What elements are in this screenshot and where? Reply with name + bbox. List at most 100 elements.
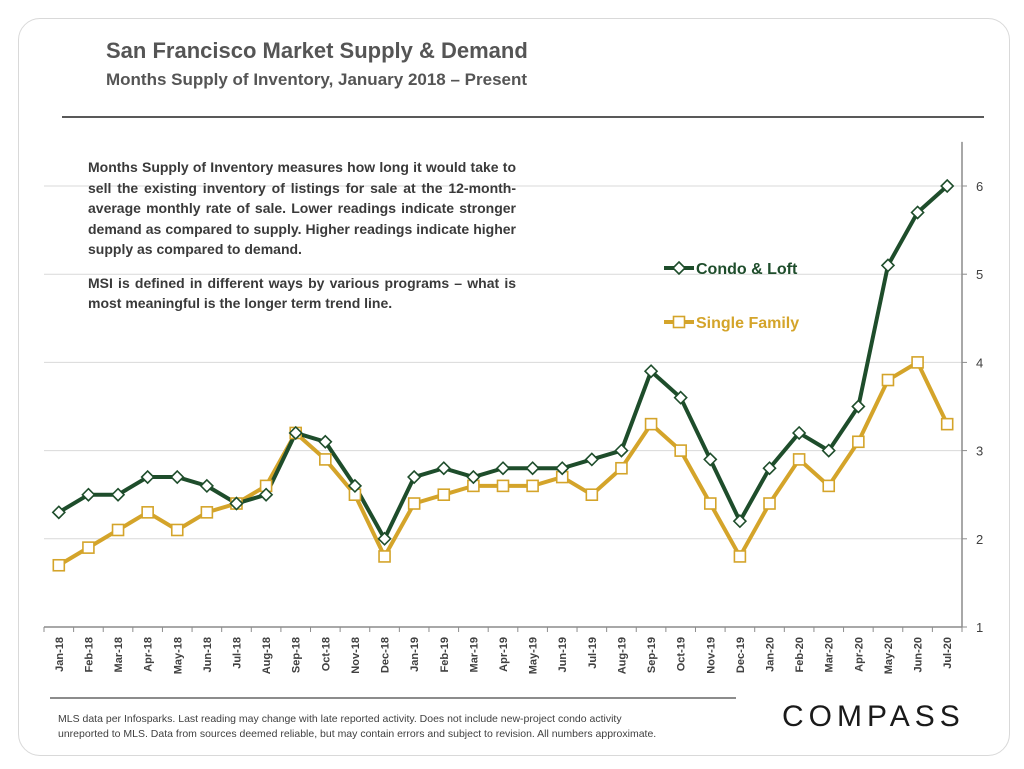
y-tick-label: 2: [976, 532, 983, 547]
x-tick-label: Feb-18: [83, 637, 95, 672]
x-tick-label: Nov-18: [350, 637, 362, 674]
data-point-condo-loft: [614, 443, 629, 458]
x-tick-label: Oct-19: [676, 637, 688, 671]
data-point-single-family: [911, 356, 924, 369]
y-tick-label: 1: [976, 620, 983, 635]
data-point-single-family: [940, 417, 954, 431]
footnote: MLS data per Infosparks. Last reading ma…: [58, 712, 758, 742]
data-point-condo-loft: [51, 505, 66, 520]
data-point-single-family: [82, 541, 95, 554]
x-tick-label: Jun-20: [913, 637, 925, 672]
x-tick-label: Sep-19: [646, 637, 658, 673]
footnote-line-1: MLS data per Infosparks. Last reading ma…: [58, 713, 622, 725]
data-point-condo-loft: [791, 425, 807, 441]
data-point-single-family: [141, 506, 154, 519]
data-point-single-family: [792, 453, 806, 466]
x-tick-label: Jan-19: [409, 637, 421, 672]
y-tick-label: 3: [976, 444, 983, 459]
data-point-condo-loft: [851, 399, 866, 414]
x-tick-label: Dec-19: [735, 637, 747, 673]
data-point-condo-loft: [436, 461, 451, 476]
data-point-condo-loft: [466, 469, 481, 485]
x-tick-label: Sep-18: [291, 637, 303, 673]
x-tick-label: Mar-19: [468, 637, 480, 672]
chart-card: [18, 18, 1010, 756]
footnote-line-2: unreported to MLS. Data from sources dee…: [58, 728, 657, 740]
description-box: Months Supply of Inventory measures how …: [88, 157, 516, 327]
x-tick-label: Jan-18: [54, 637, 66, 672]
data-point-condo-loft: [940, 178, 955, 194]
data-point-single-family: [437, 488, 451, 502]
x-tick-label: Aug-19: [616, 637, 628, 674]
data-point-single-family: [881, 373, 895, 387]
data-point-condo-loft: [732, 514, 748, 529]
data-point-condo-loft: [347, 478, 363, 494]
data-point-condo-loft: [288, 425, 303, 441]
x-tick-label: Jun-18: [202, 637, 214, 672]
data-point-condo-loft: [199, 478, 215, 494]
data-point-single-family: [763, 497, 776, 510]
x-tick-label: Dec-18: [380, 637, 392, 673]
data-point-condo-loft: [495, 461, 511, 476]
data-point-condo-loft: [318, 434, 333, 449]
data-point-single-family: [644, 417, 658, 431]
data-point-condo-loft: [407, 469, 422, 485]
data-point-single-family: [496, 479, 510, 493]
data-point-condo-loft: [170, 469, 185, 485]
data-point-single-family: [674, 444, 687, 457]
data-point-single-family: [822, 479, 836, 493]
title-divider: [62, 116, 984, 118]
data-point-condo-loft: [584, 452, 599, 467]
data-point-single-family: [407, 497, 421, 510]
data-point-condo-loft: [673, 390, 688, 405]
data-point-condo-loft: [377, 531, 392, 546]
x-tick-label: Jul-19: [587, 637, 599, 669]
data-point-single-family: [585, 488, 599, 502]
x-tick-label: Mar-20: [824, 637, 836, 672]
x-tick-label: Oct-18: [320, 637, 332, 671]
data-point-condo-loft: [258, 487, 274, 502]
data-point-condo-loft: [762, 461, 777, 476]
data-point-single-family: [615, 461, 628, 475]
data-point-condo-loft: [703, 452, 718, 467]
data-point-single-family: [526, 479, 539, 493]
y-tick-label: 6: [976, 179, 983, 194]
chart-subtitle: Months Supply of Inventory, January 2018…: [106, 70, 528, 89]
data-point-single-family: [733, 550, 747, 563]
data-point-single-family: [200, 506, 214, 519]
x-tick-label: Apr-18: [143, 637, 155, 672]
footer-divider: [50, 697, 736, 699]
legend-label: Single Family: [696, 315, 799, 332]
data-point-condo-loft: [229, 496, 244, 511]
x-tick-label: Jul-20: [942, 637, 954, 669]
legend-marker-square: [672, 315, 686, 329]
x-tick-label: May-18: [172, 637, 184, 674]
legend-marker-diamond: [671, 260, 687, 276]
data-point-condo-loft: [110, 487, 126, 502]
x-tick-label: Aug-18: [261, 637, 273, 674]
data-point-single-family: [852, 435, 865, 449]
x-tick-label: May-19: [528, 637, 540, 674]
x-tick-label: Jul-18: [231, 637, 243, 669]
x-tick-label: Feb-19: [439, 637, 451, 672]
data-point-single-family: [52, 558, 66, 572]
x-tick-label: Nov-19: [705, 637, 717, 674]
x-tick-label: Jan-20: [765, 637, 777, 672]
legend-label: Condo & Loft: [696, 261, 798, 278]
x-tick-label: Mar-18: [113, 637, 125, 672]
y-tick-label: 4: [976, 355, 983, 370]
data-point-condo-loft: [880, 258, 896, 273]
data-point-single-family: [170, 523, 184, 537]
description-paragraph-2: MSI is defined in different ways by vari…: [88, 274, 516, 312]
data-point-condo-loft: [140, 469, 155, 485]
description-paragraph-1: Months Supply of Inventory measures how …: [88, 159, 516, 257]
data-point-condo-loft: [555, 461, 570, 476]
data-point-condo-loft: [81, 487, 96, 502]
data-point-single-family: [703, 497, 717, 510]
compass-logo: COMPASS: [782, 700, 965, 733]
y-tick-label: 5: [976, 267, 983, 282]
data-point-condo-loft: [821, 443, 836, 458]
data-point-single-family: [319, 453, 332, 466]
x-tick-label: Jun-19: [557, 637, 569, 672]
